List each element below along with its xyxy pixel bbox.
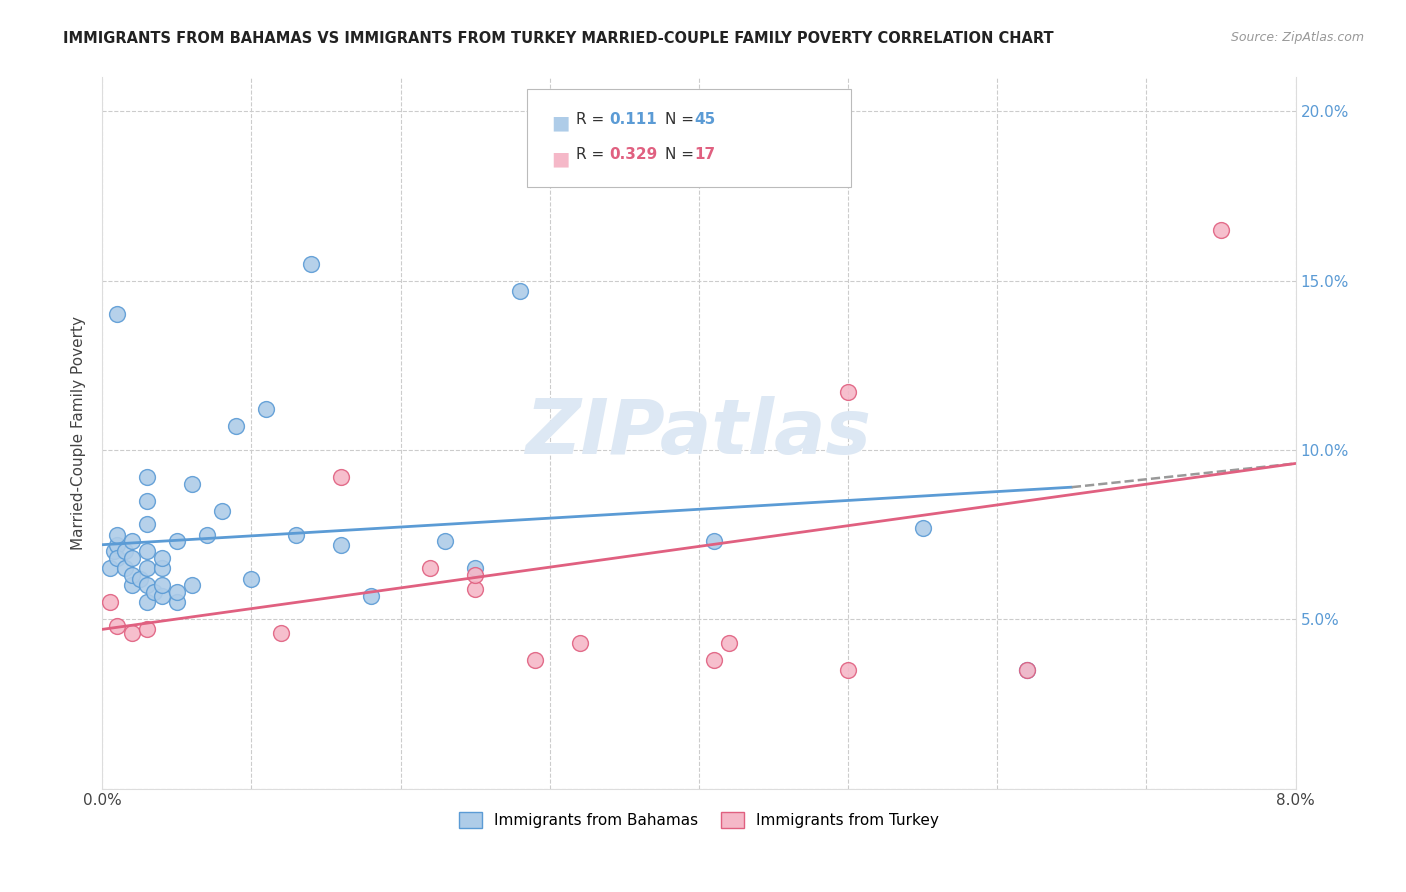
Text: ■: ■	[551, 113, 569, 132]
Point	[114, 561, 136, 575]
Text: 17: 17	[695, 147, 716, 162]
Point	[254, 402, 277, 417]
Point	[105, 527, 128, 541]
Point	[166, 595, 188, 609]
Point	[136, 595, 159, 609]
Point	[329, 538, 352, 552]
Point	[136, 623, 159, 637]
Point	[434, 534, 457, 549]
Point	[98, 595, 121, 609]
Point	[225, 419, 247, 434]
Point	[240, 572, 263, 586]
Text: ■: ■	[551, 149, 569, 168]
Point	[360, 589, 382, 603]
Point	[703, 534, 725, 549]
Point	[114, 544, 136, 558]
Point	[128, 572, 150, 586]
Point	[911, 521, 934, 535]
Y-axis label: Married-Couple Family Poverty: Married-Couple Family Poverty	[72, 316, 86, 550]
Point	[136, 493, 159, 508]
Point	[105, 538, 128, 552]
Text: N =: N =	[665, 147, 699, 162]
Point	[121, 568, 143, 582]
Point	[121, 625, 143, 640]
Text: 45: 45	[695, 112, 716, 127]
Point	[180, 578, 202, 592]
Point	[464, 568, 486, 582]
Point	[180, 476, 202, 491]
Point	[150, 589, 173, 603]
Point	[195, 527, 218, 541]
Point	[136, 544, 159, 558]
Legend: Immigrants from Bahamas, Immigrants from Turkey: Immigrants from Bahamas, Immigrants from…	[453, 806, 945, 834]
Point	[464, 561, 486, 575]
Point	[285, 527, 308, 541]
Point	[103, 544, 125, 558]
Text: N =: N =	[665, 112, 699, 127]
Point	[136, 561, 159, 575]
Point	[1015, 663, 1038, 677]
Point	[1209, 223, 1232, 237]
Point	[136, 470, 159, 484]
Text: 0.329: 0.329	[609, 147, 657, 162]
Point	[105, 619, 128, 633]
Text: R =: R =	[576, 147, 610, 162]
Point	[568, 636, 591, 650]
Point	[136, 578, 159, 592]
Point	[717, 636, 740, 650]
Point	[211, 504, 233, 518]
Point	[837, 663, 859, 677]
Point	[1015, 663, 1038, 677]
Point	[837, 385, 859, 400]
Point	[270, 625, 292, 640]
Point	[121, 534, 143, 549]
Point	[105, 551, 128, 566]
Point	[105, 308, 128, 322]
Text: IMMIGRANTS FROM BAHAMAS VS IMMIGRANTS FROM TURKEY MARRIED-COUPLE FAMILY POVERTY : IMMIGRANTS FROM BAHAMAS VS IMMIGRANTS FR…	[63, 31, 1054, 46]
Point	[136, 517, 159, 532]
Text: R =: R =	[576, 112, 610, 127]
Point	[150, 551, 173, 566]
Point	[150, 561, 173, 575]
Point	[166, 585, 188, 599]
Point	[703, 653, 725, 667]
Point	[464, 582, 486, 596]
Point	[121, 551, 143, 566]
Text: ZIPatlas: ZIPatlas	[526, 396, 872, 470]
Point	[150, 578, 173, 592]
Text: 0.111: 0.111	[609, 112, 657, 127]
Point	[509, 284, 531, 298]
Text: Source: ZipAtlas.com: Source: ZipAtlas.com	[1230, 31, 1364, 45]
Point	[121, 578, 143, 592]
Point	[166, 534, 188, 549]
Point	[299, 257, 322, 271]
Point	[329, 470, 352, 484]
Point	[98, 561, 121, 575]
Point	[523, 653, 546, 667]
Point	[419, 561, 441, 575]
Point	[143, 585, 166, 599]
